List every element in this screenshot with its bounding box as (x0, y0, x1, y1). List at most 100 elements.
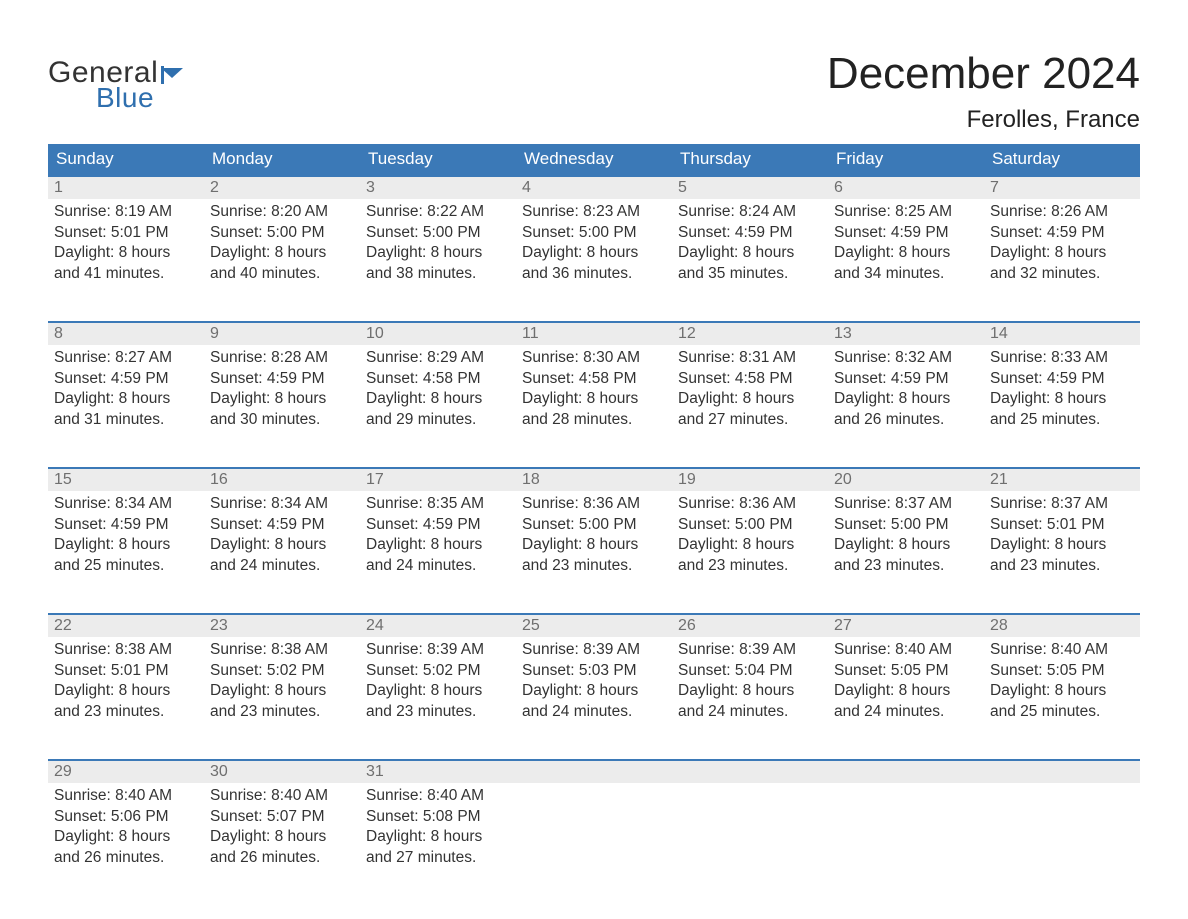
sunrise-line: Sunrise: 8:20 AM (210, 202, 354, 223)
day-cell: 31Sunrise: 8:40 AMSunset: 5:08 PMDayligh… (360, 761, 516, 879)
sunrise-line: Sunrise: 8:32 AM (834, 348, 978, 369)
week-row: 15Sunrise: 8:34 AMSunset: 4:59 PMDayligh… (48, 467, 1140, 587)
day-number (516, 761, 672, 782)
day-body: Sunrise: 8:34 AMSunset: 4:59 PMDaylight:… (204, 491, 360, 578)
day-number: 23 (204, 615, 360, 636)
day-body: Sunrise: 8:33 AMSunset: 4:59 PMDaylight:… (984, 345, 1140, 432)
day-body: Sunrise: 8:38 AMSunset: 5:01 PMDaylight:… (48, 637, 204, 724)
day-number: 4 (516, 177, 672, 198)
sunset-line: Sunset: 5:08 PM (366, 807, 510, 828)
day-body: Sunrise: 8:27 AMSunset: 4:59 PMDaylight:… (48, 345, 204, 432)
sunset-line: Sunset: 4:59 PM (366, 515, 510, 536)
day-number: 25 (516, 615, 672, 636)
day-body: Sunrise: 8:39 AMSunset: 5:03 PMDaylight:… (516, 637, 672, 724)
day-number: 7 (984, 177, 1140, 198)
sunset-line: Sunset: 5:00 PM (522, 515, 666, 536)
day-body: Sunrise: 8:20 AMSunset: 5:00 PMDaylight:… (204, 199, 360, 286)
day-number: 27 (828, 615, 984, 636)
daylight-line: Daylight: 8 hours and 34 minutes. (834, 243, 978, 285)
weekday-header: Sunday (48, 144, 204, 175)
day-cell: 10Sunrise: 8:29 AMSunset: 4:58 PMDayligh… (360, 323, 516, 441)
daylight-line: Daylight: 8 hours and 28 minutes. (522, 389, 666, 431)
day-body: Sunrise: 8:22 AMSunset: 5:00 PMDaylight:… (360, 199, 516, 286)
day-number: 9 (204, 323, 360, 344)
sunrise-line: Sunrise: 8:29 AM (366, 348, 510, 369)
day-cell: 21Sunrise: 8:37 AMSunset: 5:01 PMDayligh… (984, 469, 1140, 587)
sunset-line: Sunset: 4:59 PM (210, 369, 354, 390)
day-body: Sunrise: 8:37 AMSunset: 5:00 PMDaylight:… (828, 491, 984, 578)
sunrise-line: Sunrise: 8:40 AM (990, 640, 1134, 661)
sunrise-line: Sunrise: 8:39 AM (678, 640, 822, 661)
sunset-line: Sunset: 5:05 PM (834, 661, 978, 682)
day-body: Sunrise: 8:40 AMSunset: 5:05 PMDaylight:… (984, 637, 1140, 724)
week-row: 1Sunrise: 8:19 AMSunset: 5:01 PMDaylight… (48, 175, 1140, 295)
daylight-line: Daylight: 8 hours and 24 minutes. (522, 681, 666, 723)
weekday-header: Saturday (984, 144, 1140, 175)
daylight-line: Daylight: 8 hours and 24 minutes. (366, 535, 510, 577)
sunrise-line: Sunrise: 8:24 AM (678, 202, 822, 223)
sunrise-line: Sunrise: 8:39 AM (366, 640, 510, 661)
day-cell: 4Sunrise: 8:23 AMSunset: 5:00 PMDaylight… (516, 177, 672, 295)
sunset-line: Sunset: 4:59 PM (678, 223, 822, 244)
day-cell: 8Sunrise: 8:27 AMSunset: 4:59 PMDaylight… (48, 323, 204, 441)
sunset-line: Sunset: 5:06 PM (54, 807, 198, 828)
sunrise-line: Sunrise: 8:36 AM (522, 494, 666, 515)
daylight-line: Daylight: 8 hours and 23 minutes. (990, 535, 1134, 577)
daylight-line: Daylight: 8 hours and 24 minutes. (678, 681, 822, 723)
daylight-line: Daylight: 8 hours and 23 minutes. (210, 681, 354, 723)
day-cell: 22Sunrise: 8:38 AMSunset: 5:01 PMDayligh… (48, 615, 204, 733)
day-number: 1 (48, 177, 204, 198)
day-body: Sunrise: 8:29 AMSunset: 4:58 PMDaylight:… (360, 345, 516, 432)
week-row: 22Sunrise: 8:38 AMSunset: 5:01 PMDayligh… (48, 613, 1140, 733)
sunrise-line: Sunrise: 8:28 AM (210, 348, 354, 369)
day-body: Sunrise: 8:32 AMSunset: 4:59 PMDaylight:… (828, 345, 984, 432)
day-number (828, 761, 984, 782)
day-cell: 5Sunrise: 8:24 AMSunset: 4:59 PMDaylight… (672, 177, 828, 295)
day-cell: 26Sunrise: 8:39 AMSunset: 5:04 PMDayligh… (672, 615, 828, 733)
day-cell: 16Sunrise: 8:34 AMSunset: 4:59 PMDayligh… (204, 469, 360, 587)
day-number (984, 761, 1140, 782)
daylight-line: Daylight: 8 hours and 23 minutes. (522, 535, 666, 577)
month-title: December 2024 (827, 50, 1140, 98)
day-body: Sunrise: 8:30 AMSunset: 4:58 PMDaylight:… (516, 345, 672, 432)
sunrise-line: Sunrise: 8:30 AM (522, 348, 666, 369)
sunrise-line: Sunrise: 8:38 AM (210, 640, 354, 661)
sunrise-line: Sunrise: 8:27 AM (54, 348, 198, 369)
daylight-line: Daylight: 8 hours and 26 minutes. (54, 827, 198, 869)
day-cell: 1Sunrise: 8:19 AMSunset: 5:01 PMDaylight… (48, 177, 204, 295)
sunrise-line: Sunrise: 8:33 AM (990, 348, 1134, 369)
day-number: 17 (360, 469, 516, 490)
sunrise-line: Sunrise: 8:36 AM (678, 494, 822, 515)
day-cell: 14Sunrise: 8:33 AMSunset: 4:59 PMDayligh… (984, 323, 1140, 441)
day-body: Sunrise: 8:19 AMSunset: 5:01 PMDaylight:… (48, 199, 204, 286)
sunset-line: Sunset: 5:01 PM (54, 661, 198, 682)
day-cell: 15Sunrise: 8:34 AMSunset: 4:59 PMDayligh… (48, 469, 204, 587)
sunrise-line: Sunrise: 8:40 AM (54, 786, 198, 807)
daylight-line: Daylight: 8 hours and 23 minutes. (678, 535, 822, 577)
day-body: Sunrise: 8:40 AMSunset: 5:08 PMDaylight:… (360, 783, 516, 870)
sunset-line: Sunset: 4:58 PM (522, 369, 666, 390)
day-body: Sunrise: 8:35 AMSunset: 4:59 PMDaylight:… (360, 491, 516, 578)
day-body: Sunrise: 8:28 AMSunset: 4:59 PMDaylight:… (204, 345, 360, 432)
sunrise-line: Sunrise: 8:34 AM (54, 494, 198, 515)
daylight-line: Daylight: 8 hours and 24 minutes. (834, 681, 978, 723)
sunset-line: Sunset: 5:00 PM (834, 515, 978, 536)
day-cell: 19Sunrise: 8:36 AMSunset: 5:00 PMDayligh… (672, 469, 828, 587)
day-number: 16 (204, 469, 360, 490)
daylight-line: Daylight: 8 hours and 38 minutes. (366, 243, 510, 285)
day-cell: 12Sunrise: 8:31 AMSunset: 4:58 PMDayligh… (672, 323, 828, 441)
weekday-header-row: SundayMondayTuesdayWednesdayThursdayFrid… (48, 144, 1140, 175)
day-body: Sunrise: 8:24 AMSunset: 4:59 PMDaylight:… (672, 199, 828, 286)
sunset-line: Sunset: 4:59 PM (54, 515, 198, 536)
day-number: 12 (672, 323, 828, 344)
day-cell: 27Sunrise: 8:40 AMSunset: 5:05 PMDayligh… (828, 615, 984, 733)
sunrise-line: Sunrise: 8:40 AM (366, 786, 510, 807)
sunset-line: Sunset: 5:01 PM (54, 223, 198, 244)
day-cell (984, 761, 1140, 879)
day-cell: 2Sunrise: 8:20 AMSunset: 5:00 PMDaylight… (204, 177, 360, 295)
day-number: 20 (828, 469, 984, 490)
day-number (672, 761, 828, 782)
daylight-line: Daylight: 8 hours and 30 minutes. (210, 389, 354, 431)
day-number: 26 (672, 615, 828, 636)
day-cell: 7Sunrise: 8:26 AMSunset: 4:59 PMDaylight… (984, 177, 1140, 295)
